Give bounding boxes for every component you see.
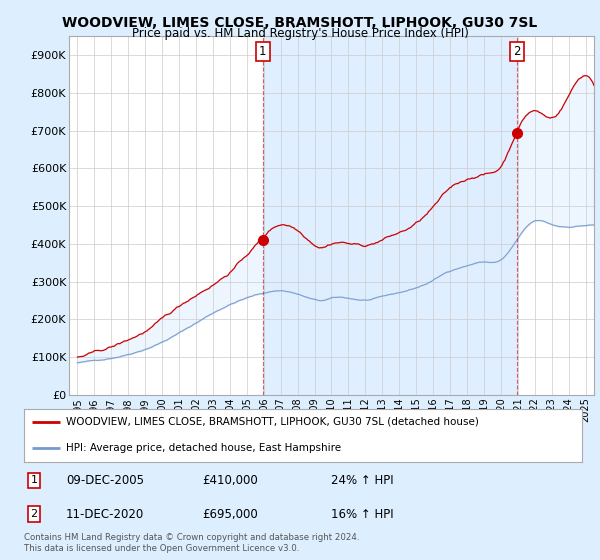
Text: 1: 1 bbox=[31, 475, 38, 486]
Text: 09-DEC-2005: 09-DEC-2005 bbox=[66, 474, 144, 487]
Text: 1: 1 bbox=[259, 45, 266, 58]
Text: £695,000: £695,000 bbox=[203, 508, 259, 521]
Text: £410,000: £410,000 bbox=[203, 474, 259, 487]
Text: 16% ↑ HPI: 16% ↑ HPI bbox=[331, 508, 394, 521]
Bar bbox=[263, 36, 517, 395]
Text: 2: 2 bbox=[31, 509, 38, 519]
Text: Price paid vs. HM Land Registry's House Price Index (HPI): Price paid vs. HM Land Registry's House … bbox=[131, 27, 469, 40]
Text: 11-DEC-2020: 11-DEC-2020 bbox=[66, 508, 144, 521]
Text: 2: 2 bbox=[513, 45, 521, 58]
Text: HPI: Average price, detached house, East Hampshire: HPI: Average price, detached house, East… bbox=[66, 443, 341, 453]
Text: WOODVIEW, LIMES CLOSE, BRAMSHOTT, LIPHOOK, GU30 7SL: WOODVIEW, LIMES CLOSE, BRAMSHOTT, LIPHOO… bbox=[62, 16, 538, 30]
Text: Contains HM Land Registry data © Crown copyright and database right 2024.
This d: Contains HM Land Registry data © Crown c… bbox=[24, 533, 359, 553]
Text: 24% ↑ HPI: 24% ↑ HPI bbox=[331, 474, 394, 487]
Text: WOODVIEW, LIMES CLOSE, BRAMSHOTT, LIPHOOK, GU30 7SL (detached house): WOODVIEW, LIMES CLOSE, BRAMSHOTT, LIPHOO… bbox=[66, 417, 479, 427]
